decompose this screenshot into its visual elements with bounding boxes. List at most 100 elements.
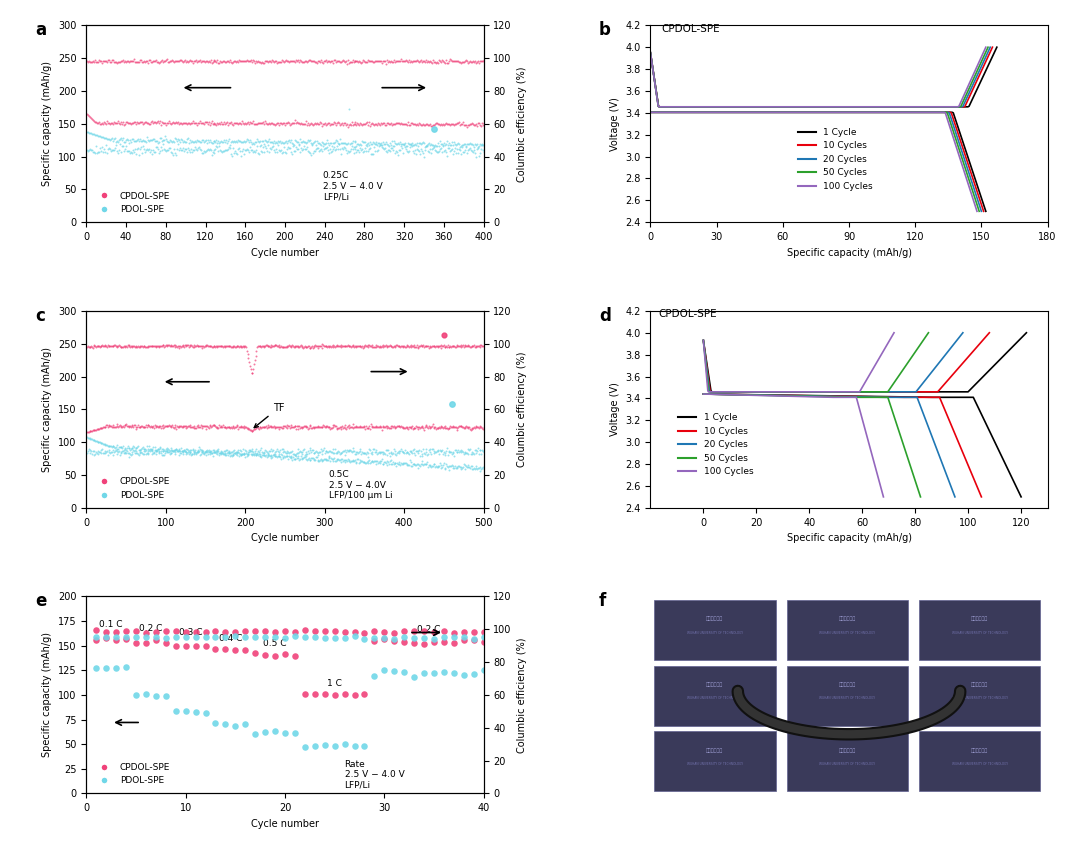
Point (158, 339, 175, 353)
Text: TF: TF (254, 403, 284, 428)
Point (275, 140, 293, 154)
Point (360, 136, 377, 149)
Point (118, 443, 135, 457)
Point (359, 116, 376, 129)
Point (104, 440, 121, 453)
Point (203, 137, 220, 150)
Point (246, 625, 264, 638)
Point (267, 724, 284, 738)
Text: WUHAN UNIVERSITY OF TECHNOLOGY: WUHAN UNIVERSITY OF TECHNOLOGY (951, 696, 1008, 701)
Point (195, 340, 213, 354)
Point (405, 636, 422, 650)
Point (221, 421, 239, 435)
Point (274, 54, 292, 68)
Point (350, 340, 367, 354)
Point (224, 448, 241, 462)
Point (81, 425, 98, 438)
Point (284, 137, 301, 150)
Point (205, 339, 222, 353)
Point (359, 421, 376, 435)
Point (367, 118, 384, 132)
Point (361, 138, 378, 152)
Point (320, 419, 337, 433)
Point (197, 339, 214, 353)
Point (158, 442, 175, 456)
Point (167, 639, 185, 652)
Point (87, 56, 105, 69)
Point (140, 53, 158, 67)
X-axis label: Specific capacity (mAh/g): Specific capacity (mAh/g) (786, 247, 912, 257)
Point (201, 447, 218, 461)
Point (183, 55, 200, 68)
Point (185, 338, 202, 352)
Point (243, 425, 260, 438)
Point (474, 55, 491, 68)
Point (131, 149, 148, 162)
Point (194, 117, 212, 131)
Point (281, 419, 298, 433)
Point (447, 420, 464, 434)
Point (305, 340, 322, 354)
Text: 0.5 C: 0.5 C (264, 639, 287, 647)
Point (172, 419, 189, 433)
Point (174, 338, 191, 352)
Point (429, 339, 446, 353)
Point (470, 447, 487, 461)
Point (301, 419, 319, 432)
Point (226, 116, 243, 129)
Point (204, 443, 221, 457)
Point (376, 456, 393, 469)
Point (110, 419, 127, 433)
Point (174, 419, 191, 433)
Point (119, 419, 136, 433)
Point (460, 118, 477, 132)
Point (160, 443, 177, 457)
Point (221, 116, 239, 130)
Point (430, 459, 447, 473)
Point (343, 338, 361, 352)
Point (363, 137, 380, 150)
Point (468, 143, 485, 156)
Point (173, 340, 190, 354)
Point (94, 436, 111, 450)
Point (135, 420, 152, 434)
Point (166, 447, 184, 461)
Text: 0.5C
2.5 V − 4.0V
LFP/100 μm Li: 0.5C 2.5 V − 4.0V LFP/100 μm Li (328, 470, 392, 500)
Point (147, 339, 164, 353)
Point (463, 447, 481, 461)
Point (187, 640, 204, 653)
Point (404, 56, 421, 69)
Point (199, 133, 216, 147)
Point (392, 420, 409, 434)
Point (156, 420, 173, 434)
Point (91, 445, 108, 458)
Point (120, 143, 137, 157)
Point (189, 444, 206, 457)
Point (97, 338, 114, 352)
Point (150, 419, 167, 433)
Point (125, 145, 143, 159)
Point (264, 444, 281, 457)
Point (325, 116, 342, 129)
Point (91, 145, 108, 159)
Point (444, 339, 461, 353)
Point (243, 445, 260, 458)
Point (215, 135, 232, 149)
Point (433, 118, 450, 132)
Point (149, 56, 166, 69)
Point (103, 419, 120, 433)
Point (366, 140, 383, 154)
Point (212, 340, 229, 354)
Point (431, 118, 448, 132)
Point (319, 117, 336, 131)
Point (208, 137, 226, 150)
Point (324, 56, 341, 69)
Point (219, 54, 237, 68)
Point (462, 340, 480, 354)
Point (315, 452, 333, 466)
Point (86, 147, 104, 160)
Point (188, 447, 205, 461)
Point (161, 339, 178, 353)
Point (301, 146, 319, 160)
Point (366, 419, 383, 433)
